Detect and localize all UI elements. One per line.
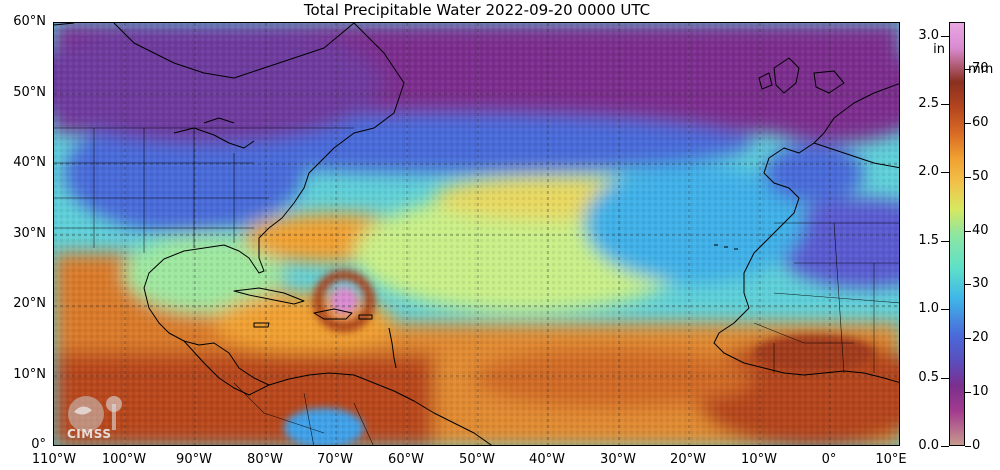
lon-label-30w: 30°W — [600, 452, 636, 467]
colorbar-mm-label: 50 — [972, 168, 989, 184]
lat-label-30n: 30°N — [13, 226, 46, 241]
colorbar-inch-label: 0.0 — [918, 438, 939, 453]
colorbar-inch-label: 3.0 — [918, 27, 939, 43]
lon-label-90w: 90°W — [176, 452, 212, 467]
colorbar-inch-tick — [941, 104, 949, 106]
colorbar-inch-tick — [941, 35, 949, 37]
colorbar-mm-label: 40 — [972, 222, 989, 238]
colorbar-mm-label: 70 — [972, 61, 989, 77]
colorbar-inch-tick — [941, 309, 949, 311]
colorbar-inch-label: 1.5 — [918, 232, 939, 248]
map-title: Total Precipitable Water 2022-09-20 0000… — [303, 1, 651, 19]
lon-label-20w: 20°W — [670, 452, 706, 467]
colorbar-mm-label: 10 — [972, 384, 989, 400]
lon-label-70w: 70°W — [317, 452, 353, 467]
colorbar-inch-tick — [941, 172, 949, 174]
colorbar-mm-tick — [965, 122, 971, 124]
tpw-map[interactable] — [53, 22, 900, 446]
lat-label-20n: 20°N — [13, 296, 46, 311]
colorbar-inch-unit: in — [933, 42, 945, 57]
colorbar — [949, 22, 965, 446]
coastlines — [54, 23, 899, 445]
cimss-logo-text: CIMSS — [67, 427, 112, 441]
lon-label-10w: 10°W — [741, 452, 777, 467]
lon-label-50w: 50°W — [459, 452, 495, 467]
lon-label-110w: 110°W — [31, 452, 77, 467]
lat-label-40n: 40°N — [13, 155, 46, 170]
colorbar-mm-tick — [965, 230, 971, 232]
lon-label-60w: 60°W — [388, 452, 424, 467]
colorbar-inch-label: 0.5 — [918, 369, 939, 385]
lon-label-40w: 40°W — [529, 452, 565, 467]
lat-label-10n: 10°N — [13, 367, 46, 382]
colorbar-mm-tick — [965, 338, 971, 340]
colorbar-mm-label: 30 — [972, 276, 989, 292]
lon-label-100w: 100°W — [101, 452, 147, 467]
colorbar-mm-tick — [965, 446, 971, 447]
lon-label-10e: 10°E — [875, 452, 907, 467]
colorbar-inch-label: 2.5 — [918, 96, 939, 112]
lat-label-50n: 50°N — [13, 85, 46, 100]
lat-label-60n: 60°N — [13, 14, 46, 29]
colorbar-inch-tick — [941, 240, 949, 242]
colorbar-mm-tick — [965, 284, 971, 286]
lon-label-80w: 80°W — [247, 452, 283, 467]
colorbar-inch-label: 1.0 — [918, 301, 939, 317]
lon-label-0: 0° — [821, 452, 837, 467]
colorbar-mm-label: 0 — [972, 438, 981, 453]
cimss-logo — [68, 396, 122, 432]
colorbar-mm-label: 60 — [972, 114, 989, 130]
graticule — [54, 23, 899, 445]
colorbar-mm-label: 20 — [972, 330, 989, 346]
colorbar-mm-tick — [965, 69, 971, 71]
lat-label-0: 0° — [31, 437, 46, 452]
tpw-field — [54, 23, 899, 445]
colorbar-inch-tick — [941, 446, 949, 447]
colorbar-mm-tick — [965, 176, 971, 178]
borders — [54, 127, 899, 445]
colorbar-mm-unit: mm — [968, 62, 994, 77]
colorbar-inch-label: 2.0 — [918, 164, 939, 180]
colorbar-mm-tick — [965, 392, 971, 394]
colorbar-inch-tick — [941, 377, 949, 379]
